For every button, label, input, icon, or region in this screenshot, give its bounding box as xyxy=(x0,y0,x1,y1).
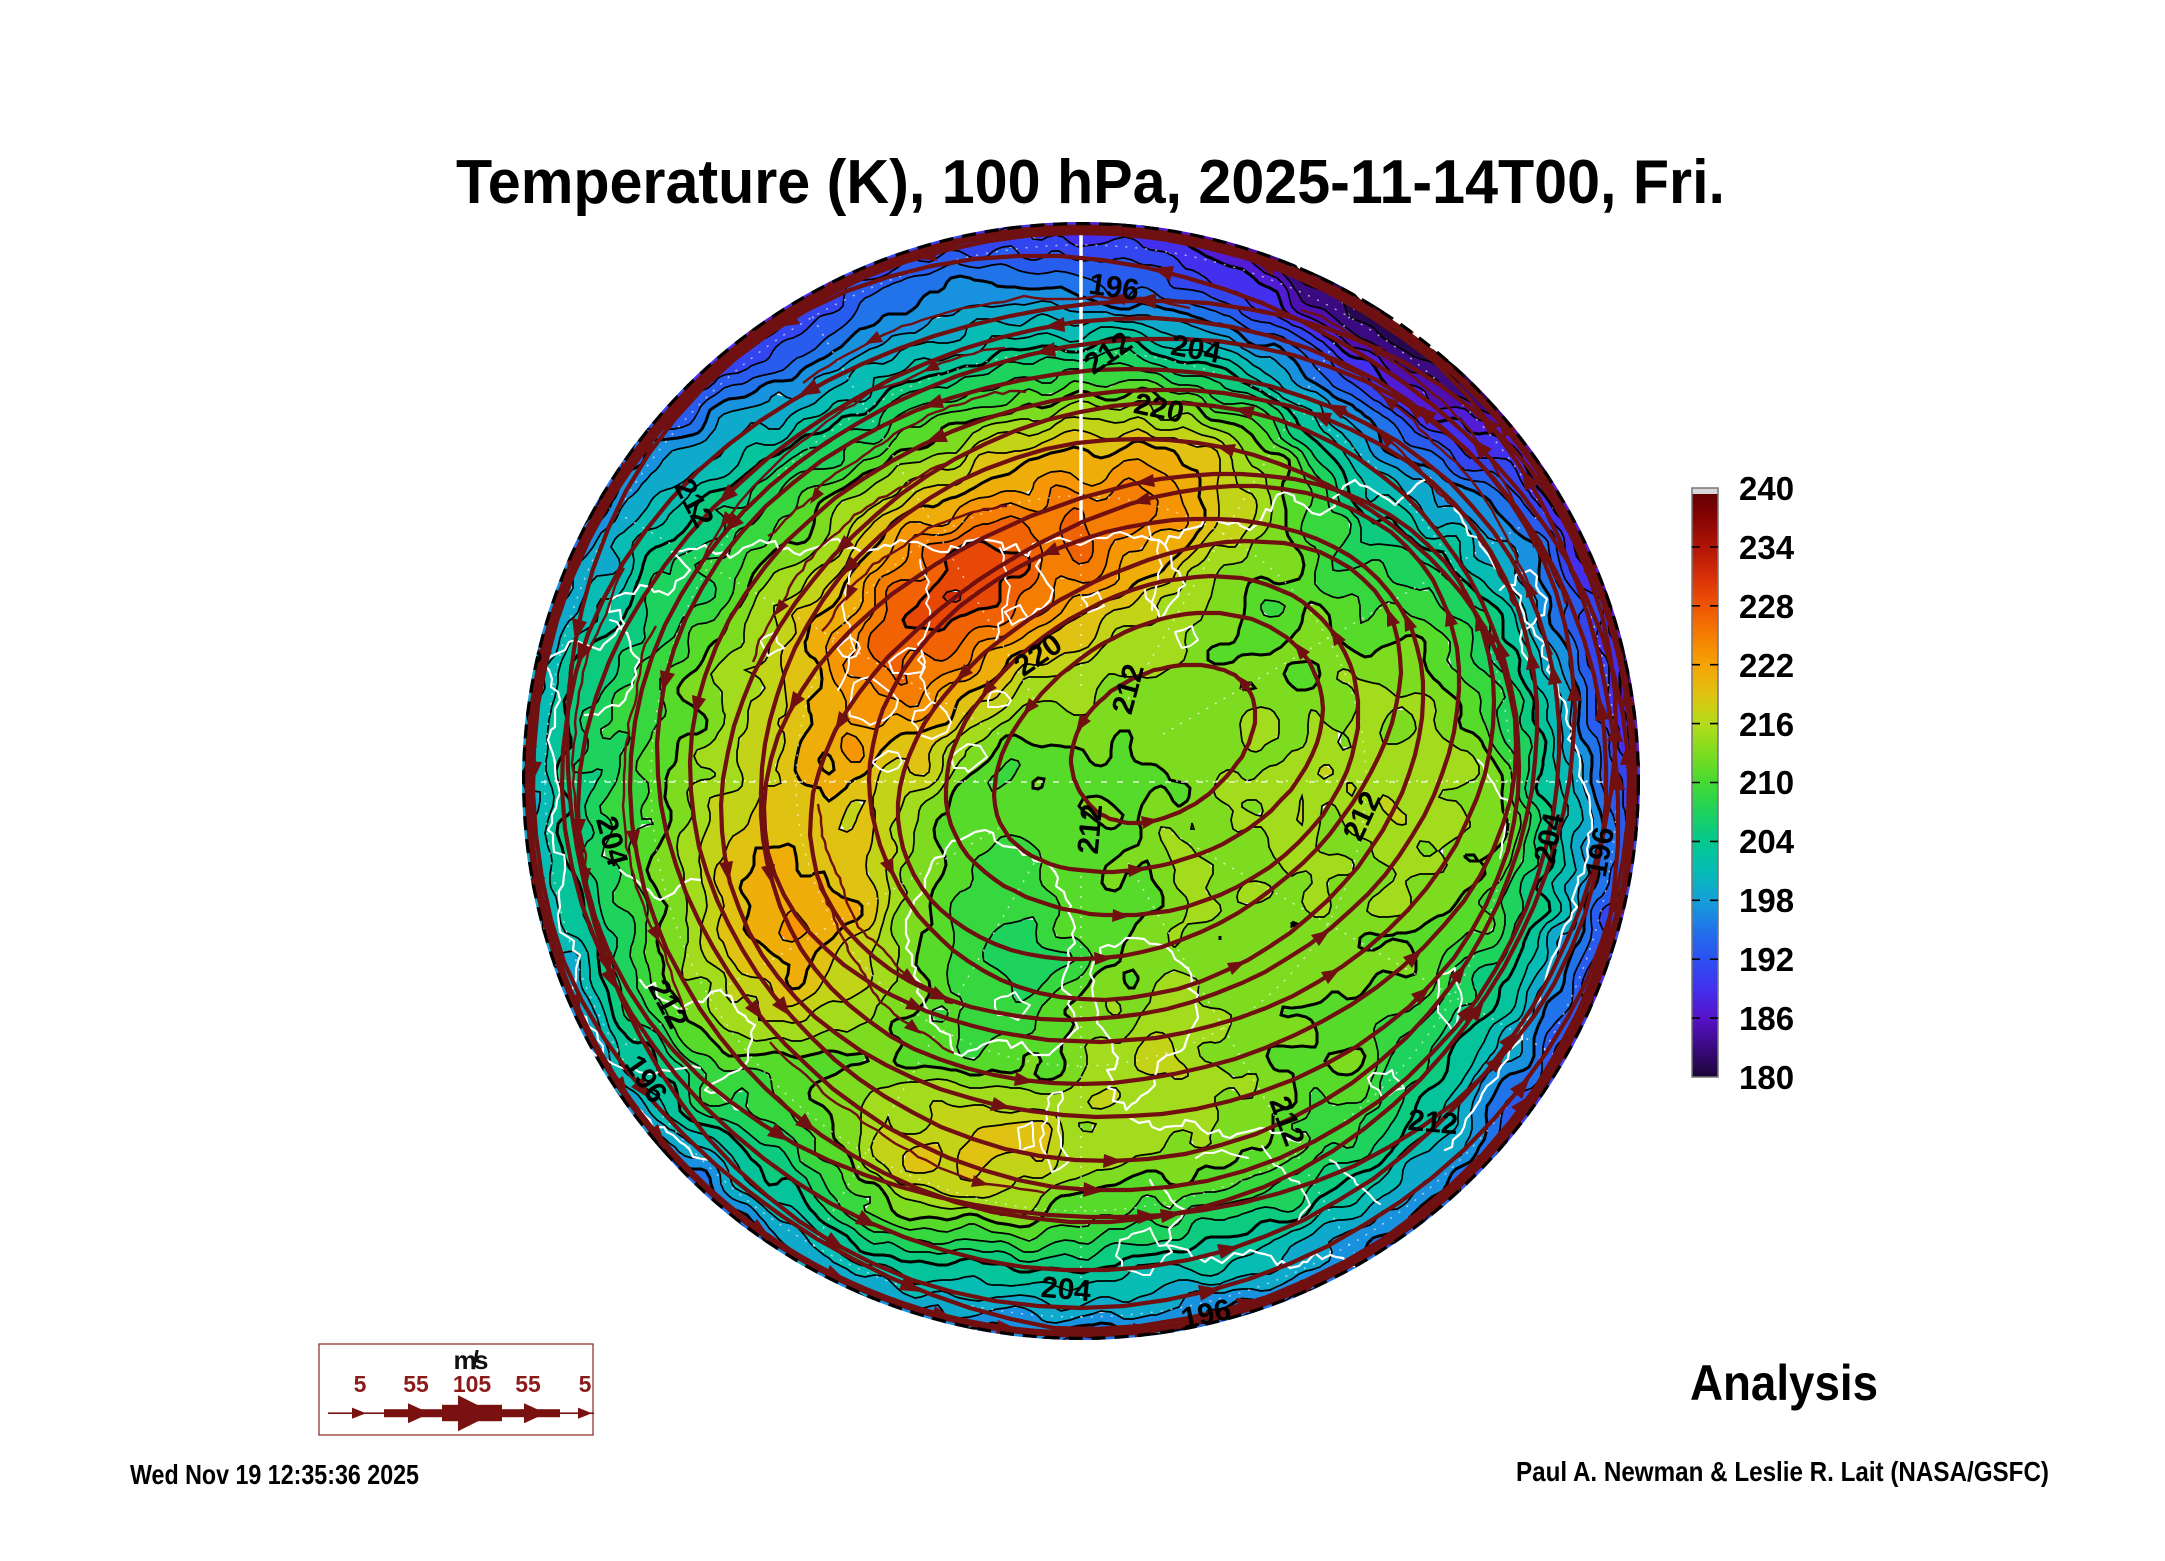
svg-text:196: 196 xyxy=(1087,268,1141,308)
svg-text:5: 5 xyxy=(579,1371,592,1397)
svg-text:55: 55 xyxy=(515,1371,541,1397)
svg-text:240: 240 xyxy=(1739,470,1794,507)
svg-text:Wed Nov 19 12:35:36 2025: Wed Nov 19 12:35:36 2025 xyxy=(130,1459,419,1490)
svg-text:m/s: m/s xyxy=(454,1345,489,1375)
svg-text:216: 216 xyxy=(1739,706,1794,743)
svg-text:Analysis: Analysis xyxy=(1690,1355,1878,1411)
svg-text:210: 210 xyxy=(1739,764,1794,801)
svg-text:180: 180 xyxy=(1739,1059,1794,1096)
svg-text:212: 212 xyxy=(1072,803,1109,856)
svg-text:5: 5 xyxy=(354,1371,367,1397)
svg-text:204: 204 xyxy=(1040,1271,1093,1308)
svg-text:Paul A. Newman & Leslie R. Lai: Paul A. Newman & Leslie R. Lait (NASA/GS… xyxy=(1516,1456,2049,1487)
svg-text:192: 192 xyxy=(1739,941,1794,978)
svg-text:105: 105 xyxy=(453,1371,492,1397)
svg-text:186: 186 xyxy=(1739,1000,1794,1037)
svg-text:Temperature (K), 100 hPa, 2025: Temperature (K), 100 hPa, 2025-11-14T00,… xyxy=(456,148,1725,217)
svg-text:204: 204 xyxy=(1739,823,1795,860)
svg-text:222: 222 xyxy=(1739,647,1794,684)
svg-text:228: 228 xyxy=(1739,588,1794,625)
svg-text:212: 212 xyxy=(1407,1104,1460,1141)
svg-text:234: 234 xyxy=(1739,529,1795,566)
svg-text:198: 198 xyxy=(1739,882,1794,919)
svg-text:55: 55 xyxy=(403,1371,429,1397)
